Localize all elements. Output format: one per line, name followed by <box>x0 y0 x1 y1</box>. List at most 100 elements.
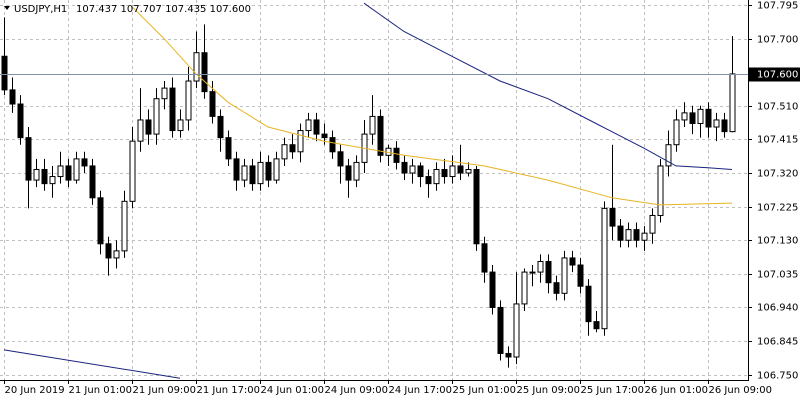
candle-body <box>697 108 704 124</box>
x-tick-label: 25 Jun 01:00 <box>453 385 517 396</box>
candle-body <box>441 168 448 178</box>
x-tick-label: 21 Jun 17:00 <box>197 385 261 396</box>
candle-body <box>265 161 272 181</box>
candle-body <box>33 168 40 181</box>
candle-body <box>681 112 688 121</box>
candle-body <box>569 257 576 266</box>
menu-arrow[interactable] <box>4 6 10 10</box>
candle-body <box>81 158 88 167</box>
candle-body <box>497 306 504 354</box>
candle-body <box>449 165 456 178</box>
candle-body <box>193 52 200 82</box>
candle-body <box>9 89 16 105</box>
candle-body <box>489 271 496 308</box>
x-tick-label: 26 Jun 09:00 <box>709 385 773 396</box>
candle-body <box>289 144 296 153</box>
candle-body <box>577 264 584 287</box>
y-tick-label: 107.320 <box>757 169 798 180</box>
candle-body <box>217 115 224 139</box>
candle-body <box>225 137 232 160</box>
candle-body <box>729 73 736 133</box>
plot <box>0 2 748 379</box>
candle-body <box>121 200 128 252</box>
candle-body <box>417 165 424 178</box>
candle-body <box>425 176 432 185</box>
last-price-label: 107.600 <box>757 70 798 81</box>
candle-body <box>177 119 184 132</box>
candle-body <box>393 147 400 163</box>
candle-body <box>641 232 648 241</box>
candle-body <box>553 282 560 294</box>
candle-body <box>561 257 568 294</box>
candle-body <box>321 133 328 139</box>
candle-body <box>153 98 160 135</box>
candle-body <box>209 91 216 117</box>
candle-body <box>505 352 512 358</box>
grid <box>0 0 748 380</box>
x-tick-label: 25 Jun 17:00 <box>581 385 645 396</box>
candle-body <box>185 80 192 121</box>
candle-body <box>25 137 32 181</box>
candle-body <box>369 115 376 135</box>
candle-body <box>105 243 112 259</box>
candle-body <box>713 119 720 128</box>
candle-body <box>537 260 544 273</box>
candle-body <box>465 168 472 174</box>
x-tick-label: 21 Jun 09:00 <box>133 385 197 396</box>
y-tick-label: 107.510 <box>757 102 798 113</box>
quote: 107.437 107.707 107.435 107.600 <box>76 4 251 15</box>
moving-average <box>363 2 733 170</box>
x-tick-label: 21 Jun 01:00 <box>69 385 133 396</box>
candle-body <box>609 207 616 227</box>
y-tick-label: 107.795 <box>757 1 798 12</box>
y-tick-label: 106.940 <box>757 303 798 314</box>
y-tick-label: 107.130 <box>757 236 798 247</box>
y-tick-label: 106.750 <box>757 371 798 382</box>
y-tick-label: 107.225 <box>757 203 798 214</box>
moving-average <box>131 6 733 206</box>
candle-body <box>73 158 80 181</box>
candle-body <box>145 119 152 135</box>
x-tick-label: 26 Jun 01:00 <box>645 385 709 396</box>
candle-body <box>169 87 176 132</box>
candle-body <box>353 161 360 181</box>
candle-body <box>297 130 304 153</box>
candle-body <box>137 119 144 142</box>
x-tick-label: 20 Jun 2019 <box>5 385 65 396</box>
candle-body <box>257 161 264 185</box>
candle-body <box>433 168 440 185</box>
candle-body <box>529 271 536 274</box>
candle-body <box>705 108 712 128</box>
candle-body <box>633 229 640 241</box>
candle-body <box>49 176 56 185</box>
y-tick-label: 106.845 <box>757 337 798 348</box>
candle-body <box>113 250 120 259</box>
candle-body <box>233 158 240 181</box>
candle-body <box>241 165 248 181</box>
candle-body <box>281 144 288 160</box>
candle-body <box>521 271 528 305</box>
candle-body <box>313 119 320 135</box>
candle-body <box>57 165 64 178</box>
moving-average <box>3 349 181 379</box>
y-tick-label: 107.415 <box>757 135 798 146</box>
y-tick-label: 107.700 <box>757 35 798 46</box>
candle-body <box>329 137 336 153</box>
candle-body <box>41 168 48 185</box>
x-tick-label: 25 Jun 09:00 <box>517 385 581 396</box>
candle-body <box>673 119 680 146</box>
candle-body <box>345 165 352 181</box>
x-tick-label: 24 Jun 17:00 <box>389 385 453 396</box>
candle-body <box>545 260 552 284</box>
candle-body <box>473 168 480 245</box>
y-tick-label: 107.035 <box>757 270 798 281</box>
candle-body <box>89 165 96 199</box>
candle-body <box>513 303 520 358</box>
candle-body <box>97 197 104 245</box>
candle-body <box>305 119 312 132</box>
candle-body <box>689 112 696 124</box>
candle-body <box>377 115 384 156</box>
candle-body <box>593 321 600 330</box>
